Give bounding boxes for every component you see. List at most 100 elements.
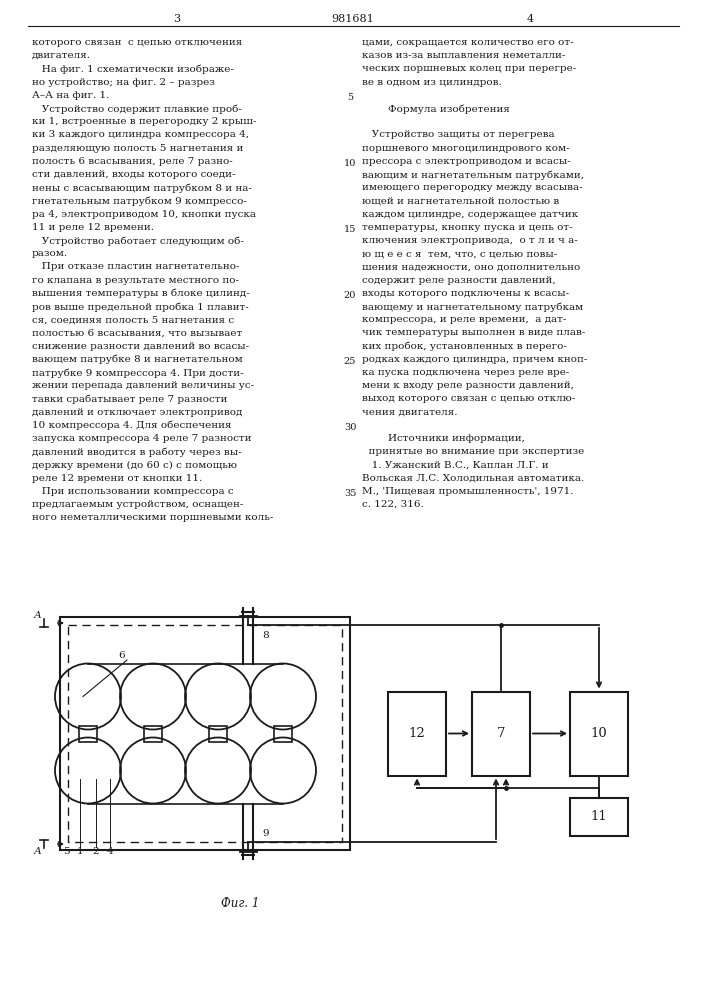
Text: А: А: [34, 610, 42, 619]
Text: 2: 2: [93, 848, 99, 856]
Bar: [60, 617, 350, 850]
Text: сти давлений, входы которого соеди-: сти давлений, входы которого соеди-: [32, 170, 235, 179]
Text: 3: 3: [173, 14, 180, 24]
Text: вающим и нагнетательным патрубками,: вающим и нагнетательным патрубками,: [362, 170, 584, 180]
Text: полость 6 всасывания, реле 7 разно-: полость 6 всасывания, реле 7 разно-: [32, 157, 233, 166]
Text: ки 3 каждого цилиндра компрессора 4,: ки 3 каждого цилиндра компрессора 4,: [32, 130, 249, 139]
Text: ю щ е е с я  тем, что, с целью повы-: ю щ е е с я тем, что, с целью повы-: [362, 249, 557, 258]
Bar: [472, 692, 530, 776]
Text: принятые во внимание при экспертизе: принятые во внимание при экспертизе: [362, 447, 584, 456]
Text: 11: 11: [590, 810, 607, 823]
Text: 11 и реле 12 времени.: 11 и реле 12 времени.: [32, 223, 154, 232]
Text: держку времени (до 60 с) с помощью: держку времени (до 60 с) с помощью: [32, 460, 237, 470]
Text: чик температуры выполнен в виде плав-: чик температуры выполнен в виде плав-: [362, 328, 585, 337]
Bar: [144, 726, 162, 742]
Text: давлений и отключает электропривод: давлений и отключает электропривод: [32, 408, 243, 417]
Text: ющей и нагнетательной полостью в: ющей и нагнетательной полостью в: [362, 196, 559, 205]
Text: ки 1, встроенные в перегородку 2 крыш-: ки 1, встроенные в перегородку 2 крыш-: [32, 117, 257, 126]
Bar: [79, 726, 97, 742]
Text: прессора с электроприводом и всасы-: прессора с электроприводом и всасы-: [362, 157, 571, 166]
Text: предлагаемым устройством, оснащен-: предлагаемым устройством, оснащен-: [32, 500, 243, 509]
Text: Фиг. 1: Фиг. 1: [221, 897, 259, 910]
Text: вающем патрубке 8 и нагнетательном: вающем патрубке 8 и нагнетательном: [32, 355, 243, 364]
Text: 20: 20: [344, 291, 356, 300]
Text: гнетательным патрубком 9 компрессо-: гнетательным патрубком 9 компрессо-: [32, 196, 247, 206]
Text: Вольская Л.С. Холодильная автоматика.: Вольская Л.С. Холодильная автоматика.: [362, 474, 584, 483]
Text: 10: 10: [344, 159, 356, 168]
Text: каждом цилиндре, содержащее датчик: каждом цилиндре, содержащее датчик: [362, 210, 578, 219]
Text: двигателя.: двигателя.: [32, 51, 91, 60]
Text: 1: 1: [76, 848, 83, 856]
Text: ра 4, электроприводом 10, кнопки пуска: ра 4, электроприводом 10, кнопки пуска: [32, 210, 256, 219]
Text: ключения электропривода,  о т л и ч а-: ключения электропривода, о т л и ч а-: [362, 236, 578, 245]
Text: 981681: 981681: [332, 14, 375, 24]
Text: с. 122, 316.: с. 122, 316.: [362, 500, 423, 509]
Text: 9: 9: [263, 830, 269, 838]
Text: которого связан  с цепью отключения: которого связан с цепью отключения: [32, 38, 243, 47]
Text: входы которого подключены к всасы-: входы которого подключены к всасы-: [362, 289, 569, 298]
Text: нены с всасывающим патрубком 8 и на-: нены с всасывающим патрубком 8 и на-: [32, 183, 252, 193]
Text: полостью 6 всасывания, что вызывает: полостью 6 всасывания, что вызывает: [32, 328, 243, 337]
Text: патрубке 9 компрессора 4. При дости-: патрубке 9 компрессора 4. При дости-: [32, 368, 244, 377]
Text: выход которого связан с цепью отклю-: выход которого связан с цепью отклю-: [362, 394, 575, 403]
Text: температуры, кнопку пуска и цепь от-: температуры, кнопку пуска и цепь от-: [362, 223, 573, 232]
Text: разделяющую полость 5 нагнетания и: разделяющую полость 5 нагнетания и: [32, 144, 243, 153]
Text: 35: 35: [344, 489, 356, 498]
Text: ка пуска подключена через реле вре-: ка пуска подключена через реле вре-: [362, 368, 569, 377]
Text: шения надежности, оно дополнительно: шения надежности, оно дополнительно: [362, 262, 580, 271]
Text: мени к входу реле разности давлений,: мени к входу реле разности давлений,: [362, 381, 574, 390]
Text: жении перепада давлений величины ус-: жении перепада давлений величины ус-: [32, 381, 254, 390]
Text: А–А на фиг. 1.: А–А на фиг. 1.: [32, 91, 110, 100]
Text: родках каждого цилиндра, причем кноп-: родках каждого цилиндра, причем кноп-: [362, 355, 588, 364]
Text: тавки срабатывает реле 7 разности: тавки срабатывает реле 7 разности: [32, 394, 228, 404]
Text: Формула изобретения: Формула изобретения: [362, 104, 510, 113]
Text: 8: 8: [263, 631, 269, 640]
Text: 5: 5: [63, 848, 69, 856]
Text: реле 12 времени от кнопки 11.: реле 12 времени от кнопки 11.: [32, 474, 202, 483]
Text: ся, соединяя полость 5 нагнетания с: ся, соединяя полость 5 нагнетания с: [32, 315, 234, 324]
Text: 5: 5: [347, 93, 353, 102]
Text: имеющего перегородку между всасыва-: имеющего перегородку между всасыва-: [362, 183, 583, 192]
Text: Устройство работает следующим об-: Устройство работает следующим об-: [32, 236, 244, 245]
Bar: [274, 726, 292, 742]
Text: 30: 30: [344, 423, 356, 432]
Bar: [570, 692, 628, 776]
Text: чения двигателя.: чения двигателя.: [362, 408, 457, 417]
Text: компрессора, и реле времени,  а дат-: компрессора, и реле времени, а дат-: [362, 315, 566, 324]
Text: разом.: разом.: [32, 249, 68, 258]
Text: М., 'Пищевая промышленность', 1971.: М., 'Пищевая промышленность', 1971.: [362, 487, 573, 496]
Text: содержит реле разности давлений,: содержит реле разности давлений,: [362, 276, 556, 285]
Text: но устройство; на фиг. 2 – разрез: но устройство; на фиг. 2 – разрез: [32, 78, 215, 87]
Text: 1. Ужанский В.С., Каплан Л.Г. и: 1. Ужанский В.С., Каплан Л.Г. и: [362, 460, 549, 469]
Text: поршневого многоцилиндрового ком-: поршневого многоцилиндрового ком-: [362, 144, 570, 153]
Text: запуска компрессора 4 реле 7 разности: запуска компрессора 4 реле 7 разности: [32, 434, 252, 443]
Text: Устройство защиты от перегрева: Устройство защиты от перегрева: [362, 130, 554, 139]
Text: 4: 4: [527, 14, 534, 24]
Text: ческих поршневых колец при перегре-: ческих поршневых колец при перегре-: [362, 64, 576, 73]
Text: цами, сокращается количество его от-: цами, сокращается количество его от-: [362, 38, 573, 47]
Text: ких пробок, установленных в перего-: ких пробок, установленных в перего-: [362, 342, 567, 351]
Text: давлений вводится в работу через вы-: давлений вводится в работу через вы-: [32, 447, 242, 457]
Text: казов из-за выплавления неметалли-: казов из-за выплавления неметалли-: [362, 51, 566, 60]
Text: 4: 4: [107, 848, 113, 856]
Text: 7: 7: [497, 727, 506, 740]
Text: 6: 6: [119, 650, 125, 660]
Bar: [388, 692, 446, 776]
Text: А: А: [34, 848, 42, 856]
Text: 15: 15: [344, 225, 356, 234]
Text: 10 компрессора 4. Для обеспечения: 10 компрессора 4. Для обеспечения: [32, 421, 231, 430]
Bar: [570, 798, 628, 836]
Text: вающему и нагнетательному патрубкам: вающему и нагнетательному патрубкам: [362, 302, 583, 312]
Bar: [209, 726, 227, 742]
Text: снижение разности давлений во всасы-: снижение разности давлений во всасы-: [32, 342, 249, 351]
Text: Устройство содержит плавкие проб-: Устройство содержит плавкие проб-: [32, 104, 242, 113]
Text: ров выше предельной пробка 1 плавит-: ров выше предельной пробка 1 плавит-: [32, 302, 249, 312]
Bar: [68, 625, 342, 842]
Text: При использовании компрессора с: При использовании компрессора с: [32, 487, 233, 496]
Text: ного неметаллическими поршневыми коль-: ного неметаллическими поршневыми коль-: [32, 513, 274, 522]
Text: Источники информации,: Источники информации,: [362, 434, 525, 443]
Text: го клапана в результате местного по-: го клапана в результате местного по-: [32, 276, 239, 285]
Text: 10: 10: [590, 727, 607, 740]
Text: 25: 25: [344, 357, 356, 366]
Text: При отказе пластин нагнетательно-: При отказе пластин нагнетательно-: [32, 262, 240, 271]
